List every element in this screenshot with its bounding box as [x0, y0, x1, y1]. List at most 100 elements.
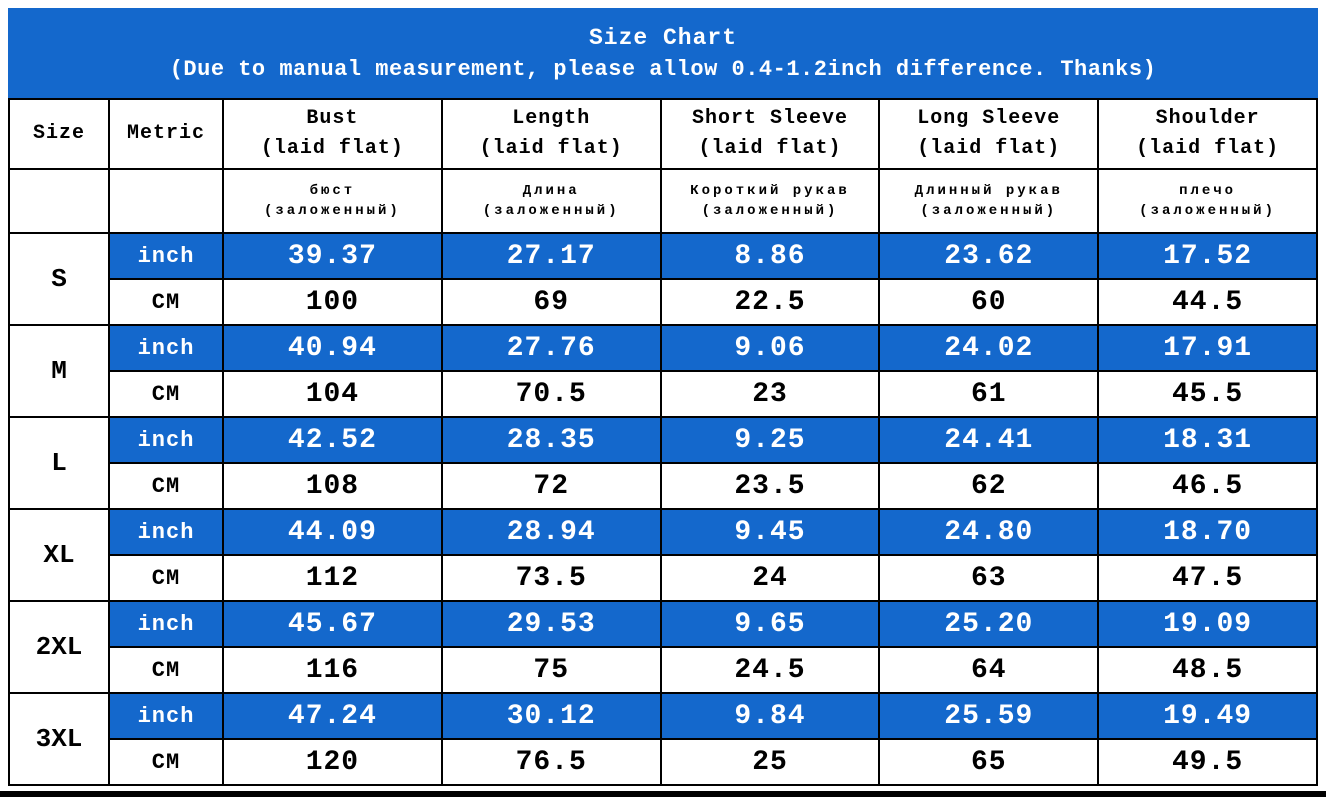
- value-3xl-inch-0: 47.24: [222, 692, 443, 740]
- col-header-length-ru: Длина (заложенный): [440, 168, 662, 234]
- chart-title: Size Chart: [588, 24, 738, 51]
- header-row-russian: бюст (заложенный) Длина (заложенный) Кор…: [8, 168, 1318, 234]
- chart-title-banner: Size Chart (Due to manual measurement, p…: [8, 8, 1318, 98]
- col-header-shoulder-ru: плечо (заложенный): [1097, 168, 1318, 234]
- value-2xl-inch-4: 19.09: [1097, 600, 1318, 648]
- col-header-metric: Metric: [108, 98, 224, 170]
- col-header-length: Length (laid flat): [440, 98, 662, 170]
- empty-header-cell-size: [8, 168, 110, 234]
- row-2xl-cm: CM 116 75 24.5 64 48.5: [9, 646, 1318, 694]
- value-s-inch-4: 17.52: [1097, 232, 1318, 280]
- value-3xl-inch-1: 30.12: [440, 692, 662, 740]
- col-header-short-sleeve-ru-label: Короткий рукав: [690, 182, 850, 199]
- value-3xl-inch-3: 25.59: [878, 692, 1100, 740]
- metric-label-xl-inch: inch: [108, 508, 224, 556]
- value-s-cm-4: 44.5: [1097, 278, 1318, 326]
- value-m-cm-1: 70.5: [440, 370, 662, 418]
- size-label-xl: XL: [8, 508, 110, 602]
- col-header-long-sleeve-ru-sub: (заложенный): [920, 203, 1058, 219]
- metric-label-2xl-cm: CM: [108, 646, 224, 694]
- col-header-short-sleeve-ru: Короткий рукав (заложенный): [659, 168, 881, 234]
- col-header-bust-ru: бюст (заложенный): [222, 168, 443, 234]
- value-2xl-cm-1: 75: [440, 646, 662, 694]
- value-l-inch-4: 18.31: [1097, 416, 1318, 464]
- metric-label-m-cm: CM: [108, 370, 224, 418]
- row-2xl-inch: 2XL inch 45.67 29.53 9.65 25.20 19.09: [8, 600, 1318, 694]
- value-s-inch-2: 8.86: [659, 232, 881, 280]
- row-xl-cm: CM 112 73.5 24 63 47.5: [9, 554, 1318, 602]
- metric-label-m-inch: inch: [108, 324, 224, 372]
- value-m-inch-4: 17.91: [1097, 324, 1318, 372]
- value-3xl-cm-3: 65: [878, 738, 1100, 786]
- value-s-inch-3: 23.62: [878, 232, 1100, 280]
- value-m-inch-2: 9.06: [659, 324, 881, 372]
- value-s-cm-1: 69: [440, 278, 662, 326]
- value-xl-inch-2: 9.45: [659, 508, 881, 556]
- col-header-bust-ru-sub: (заложенный): [263, 203, 401, 219]
- value-3xl-cm-0: 120: [222, 738, 443, 786]
- value-xl-cm-3: 63: [878, 554, 1100, 602]
- row-m-cm: CM 104 70.5 23 61 45.5: [9, 370, 1318, 418]
- col-header-short-sleeve: Short Sleeve (laid flat): [659, 98, 881, 170]
- value-s-cm-3: 60: [878, 278, 1100, 326]
- value-2xl-cm-0: 116: [222, 646, 443, 694]
- value-m-inch-3: 24.02: [878, 324, 1100, 372]
- row-3xl-cm: CM 120 76.5 25 65 49.5: [9, 738, 1318, 786]
- value-2xl-cm-2: 24.5: [659, 646, 881, 694]
- size-label-3xl: 3XL: [8, 692, 110, 786]
- size-label-m: M: [8, 324, 110, 418]
- size-table: Size Metric Bust (laid flat) Length (lai…: [8, 98, 1318, 786]
- col-header-long-sleeve: Long Sleeve (laid flat): [878, 98, 1100, 170]
- value-2xl-cm-4: 48.5: [1097, 646, 1318, 694]
- value-m-inch-0: 40.94: [222, 324, 443, 372]
- value-s-cm-2: 22.5: [659, 278, 881, 326]
- empty-header-cell-metric: [108, 168, 224, 234]
- col-header-shoulder-ru-sub: (заложенный): [1139, 203, 1276, 219]
- col-header-bust: Bust (laid flat): [222, 98, 443, 170]
- value-s-inch-1: 27.17: [440, 232, 662, 280]
- value-l-cm-3: 62: [878, 462, 1100, 510]
- value-xl-cm-1: 73.5: [440, 554, 662, 602]
- size-label-l: L: [8, 416, 110, 510]
- value-l-cm-4: 46.5: [1097, 462, 1318, 510]
- size-label-s: S: [8, 232, 110, 326]
- value-m-cm-4: 45.5: [1097, 370, 1318, 418]
- col-header-size: Size: [8, 98, 110, 170]
- value-xl-inch-3: 24.80: [878, 508, 1100, 556]
- value-xl-cm-2: 24: [659, 554, 881, 602]
- col-header-bust-sub: (laid flat): [260, 137, 404, 160]
- col-header-short-sleeve-label: Short Sleeve: [691, 107, 848, 130]
- value-3xl-inch-4: 19.49: [1097, 692, 1318, 740]
- metric-label-s-cm: CM: [108, 278, 224, 326]
- col-header-short-sleeve-sub: (laid flat): [698, 137, 842, 160]
- value-l-cm-2: 23.5: [659, 462, 881, 510]
- metric-label-l-cm: CM: [108, 462, 224, 510]
- metric-label-l-inch: inch: [108, 416, 224, 464]
- value-m-inch-1: 27.76: [440, 324, 662, 372]
- value-xl-inch-1: 28.94: [440, 508, 662, 556]
- value-xl-inch-0: 44.09: [222, 508, 443, 556]
- col-header-long-sleeve-sub: (laid flat): [917, 137, 1061, 160]
- col-header-long-sleeve-ru-label: Длинный рукав: [914, 182, 1063, 199]
- value-xl-cm-4: 47.5: [1097, 554, 1318, 602]
- row-l-cm: CM 108 72 23.5 62 46.5: [9, 462, 1318, 510]
- value-l-cm-0: 108: [222, 462, 443, 510]
- value-2xl-cm-3: 64: [878, 646, 1100, 694]
- value-s-cm-0: 100: [222, 278, 443, 326]
- value-3xl-cm-1: 76.5: [440, 738, 662, 786]
- value-s-inch-0: 39.37: [222, 232, 443, 280]
- col-header-short-sleeve-ru-sub: (заложенный): [701, 203, 839, 219]
- value-m-cm-3: 61: [878, 370, 1100, 418]
- col-header-shoulder-sub: (laid flat): [1136, 137, 1280, 160]
- header-row-english: Size Metric Bust (laid flat) Length (lai…: [8, 98, 1318, 170]
- metric-label-3xl-cm: CM: [108, 738, 224, 786]
- value-xl-inch-4: 18.70: [1097, 508, 1318, 556]
- value-l-inch-2: 9.25: [659, 416, 881, 464]
- value-3xl-cm-2: 25: [659, 738, 881, 786]
- value-xl-cm-0: 112: [222, 554, 443, 602]
- row-s-cm: CM 100 69 22.5 60 44.5: [9, 278, 1318, 326]
- col-header-bust-label: Bust: [306, 107, 359, 130]
